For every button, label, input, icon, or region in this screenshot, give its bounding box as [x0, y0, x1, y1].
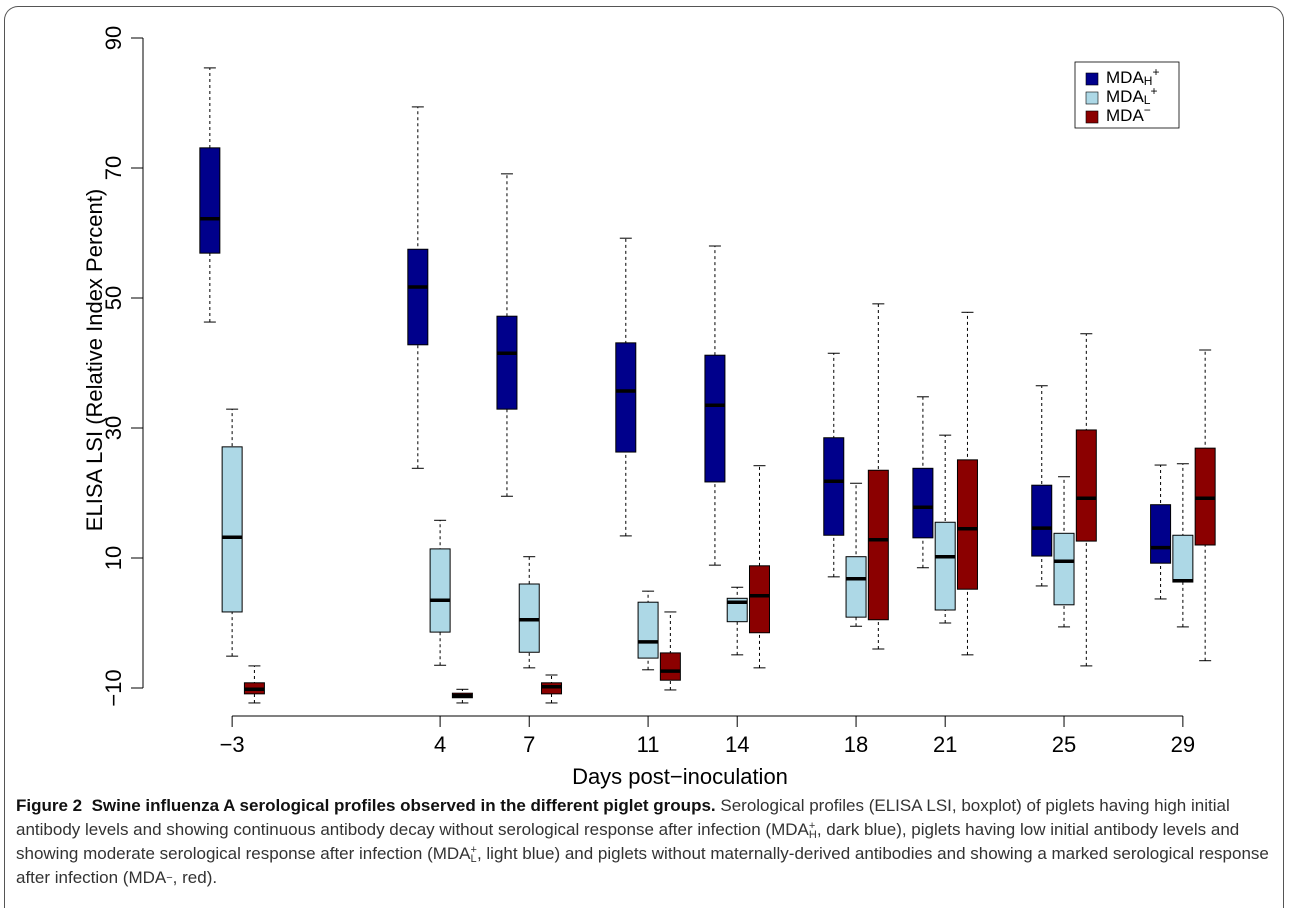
box	[615, 342, 637, 453]
box	[934, 521, 956, 611]
x-tick-label: 4	[434, 732, 446, 757]
x-axis-title: Days post−inoculation	[572, 764, 788, 789]
legend-label: MDA−	[1106, 103, 1151, 125]
box	[659, 652, 681, 681]
legend-superscript: −	[1144, 103, 1151, 117]
caption-sub: H	[808, 828, 817, 841]
y-tick-label: 90	[101, 26, 126, 50]
caption: Figure 2 Swine influenza A serological p…	[16, 794, 1282, 890]
caption-sup: +	[808, 819, 816, 832]
legend-name: MDA	[1106, 87, 1144, 106]
box	[867, 469, 889, 621]
box	[956, 459, 978, 590]
box	[199, 147, 221, 254]
caption-script: + L	[470, 843, 477, 865]
y-tick-label: 50	[101, 286, 126, 310]
x-tick-label: 18	[844, 732, 868, 757]
x-tick-label: −3	[220, 732, 245, 757]
x-tick-label: 11	[637, 732, 660, 757]
legend-superscript: +	[1150, 84, 1157, 98]
x-tick-label: 21	[933, 732, 957, 757]
caption-label: Figure 2	[16, 796, 83, 815]
box	[726, 597, 748, 623]
caption-text: , dark blue), piglets having low initial…	[16, 820, 1240, 863]
box	[1075, 429, 1097, 542]
x-tick-label: 29	[1171, 732, 1195, 757]
caption-text: , light blue) and piglets without matern…	[16, 844, 1269, 887]
caption-sup: +	[470, 843, 477, 856]
box	[407, 248, 429, 346]
box	[823, 437, 845, 536]
box	[1031, 484, 1053, 557]
y-tick-label: 30	[101, 416, 126, 440]
figure-frame	[4, 6, 1284, 908]
legend-name: MDA	[1106, 68, 1144, 87]
box	[912, 467, 934, 539]
caption-sub: L	[470, 852, 477, 865]
box	[1053, 532, 1075, 606]
x-tick-label: 14	[725, 732, 749, 757]
y-tick-label: 70	[101, 156, 126, 180]
chart: Days post−inoculation ELISA LSI (Relativ…	[82, 26, 1216, 789]
box	[1150, 504, 1172, 564]
legend-swatch	[1085, 91, 1099, 105]
legend-subscript: H	[1144, 74, 1153, 88]
box	[845, 556, 867, 618]
legend-subscript: L	[1144, 93, 1151, 107]
caption-text: , red).	[172, 868, 218, 887]
y-tick-label: −10	[101, 669, 126, 706]
legend-swatch	[1085, 110, 1099, 124]
legend-label: MDAH+	[1106, 65, 1159, 88]
caption-sup: −	[166, 872, 173, 885]
box	[637, 601, 659, 659]
y-axis-title: ELISA LSI (Relative Index Percent)	[82, 189, 107, 531]
y-tick-label: 10	[101, 546, 126, 570]
legend-name: MDA	[1106, 106, 1144, 125]
x-tick-label: 7	[523, 732, 535, 757]
caption-title: Swine influenza A serological profiles o…	[91, 796, 716, 815]
box	[1172, 534, 1194, 583]
caption-script: −	[166, 872, 173, 885]
box	[748, 565, 770, 634]
legend-label: MDAL+	[1106, 84, 1157, 107]
caption-text: Serological profiles (ELISA LSI, boxplot…	[16, 796, 1230, 839]
caption-script: + H	[808, 819, 817, 841]
x-tick-label: 25	[1052, 732, 1076, 757]
legend-superscript: +	[1152, 65, 1159, 79]
box	[429, 548, 451, 633]
legend-swatch	[1085, 72, 1099, 86]
box	[496, 315, 518, 410]
box	[221, 446, 243, 613]
box	[704, 354, 726, 483]
